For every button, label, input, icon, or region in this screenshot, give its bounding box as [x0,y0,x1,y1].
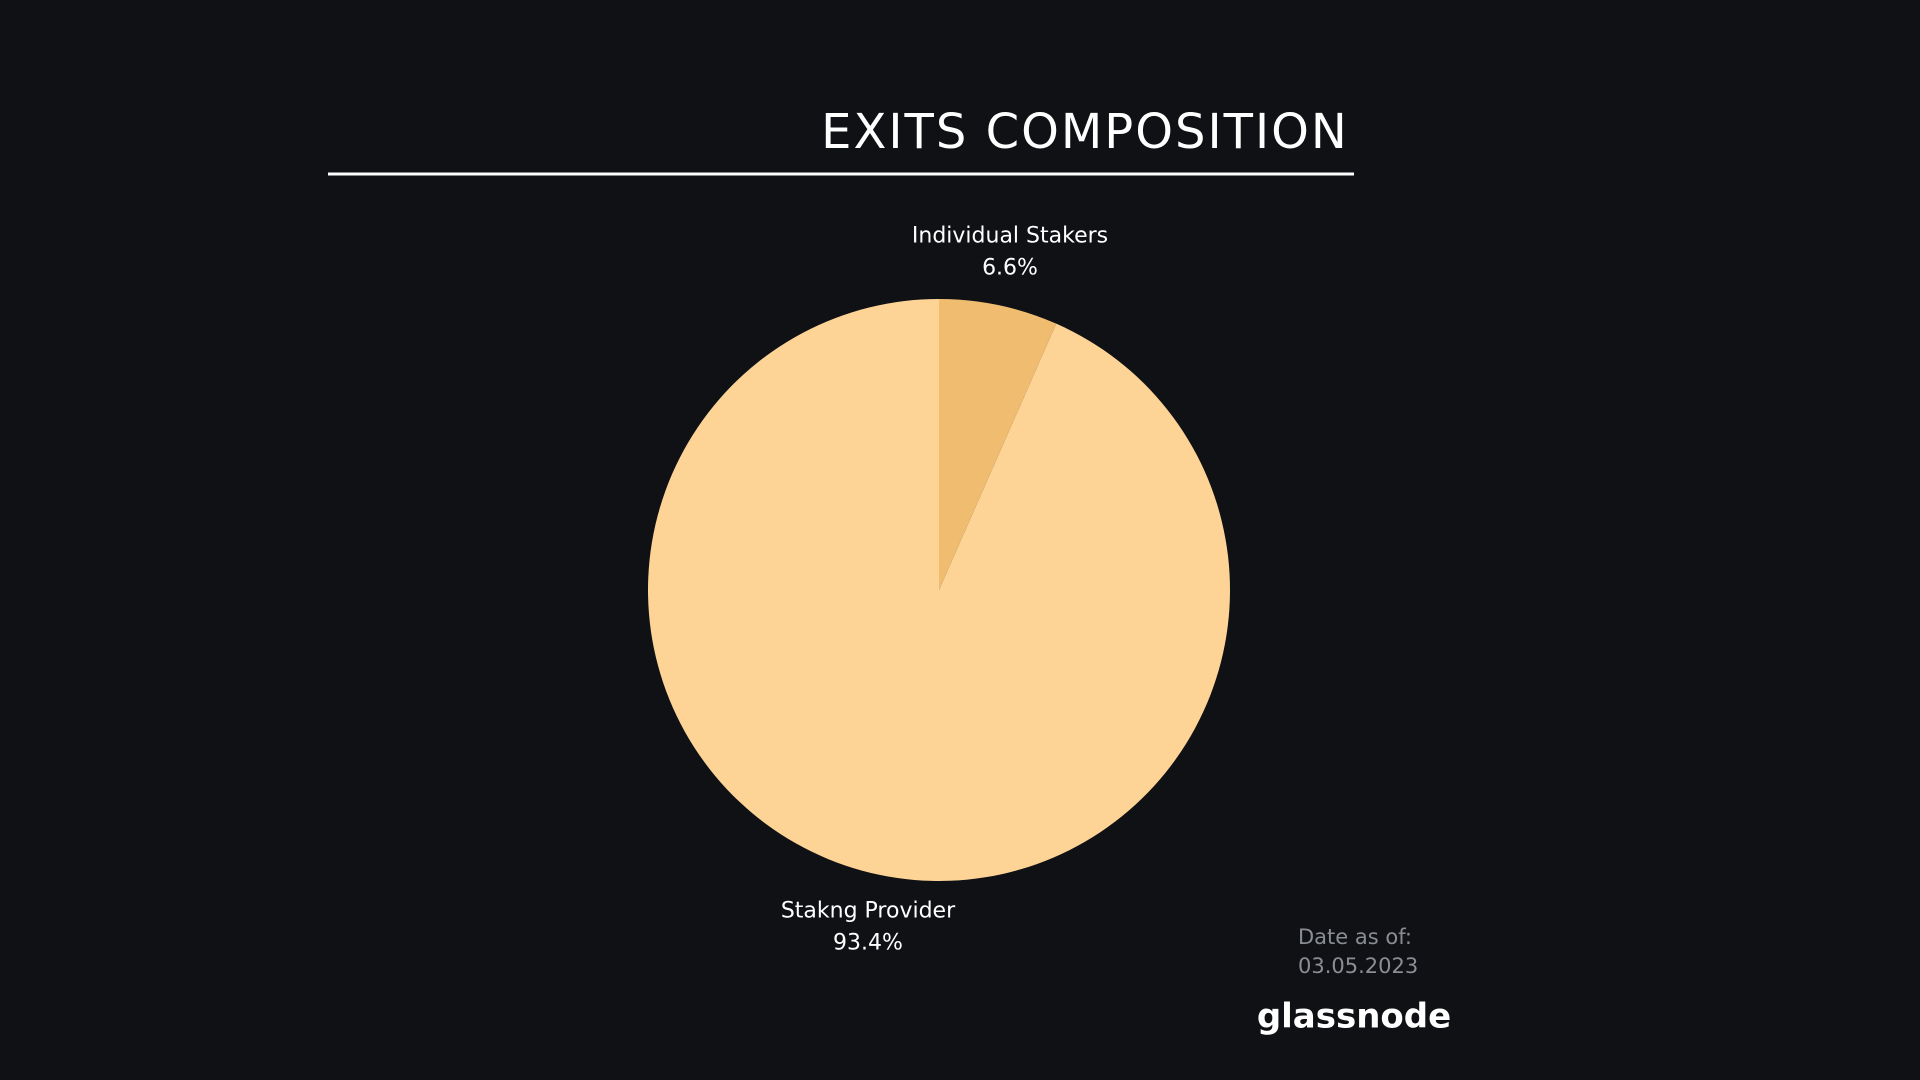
chart-title: EXITS COMPOSITION [821,104,1349,160]
pie-slice [647,299,1230,881]
slice-value-label: 93.4% [833,931,903,956]
date: 03.05.2023 [1298,954,1418,978]
slice-label: Stakng Provider [781,899,956,924]
slice-value-label: 6.6% [982,255,1038,280]
pie-slice [939,299,1057,590]
date-label: Date as of: [1298,925,1412,949]
slice-label: Individual Stakers [912,223,1108,248]
source-logo: glassnode [1257,997,1451,1037]
